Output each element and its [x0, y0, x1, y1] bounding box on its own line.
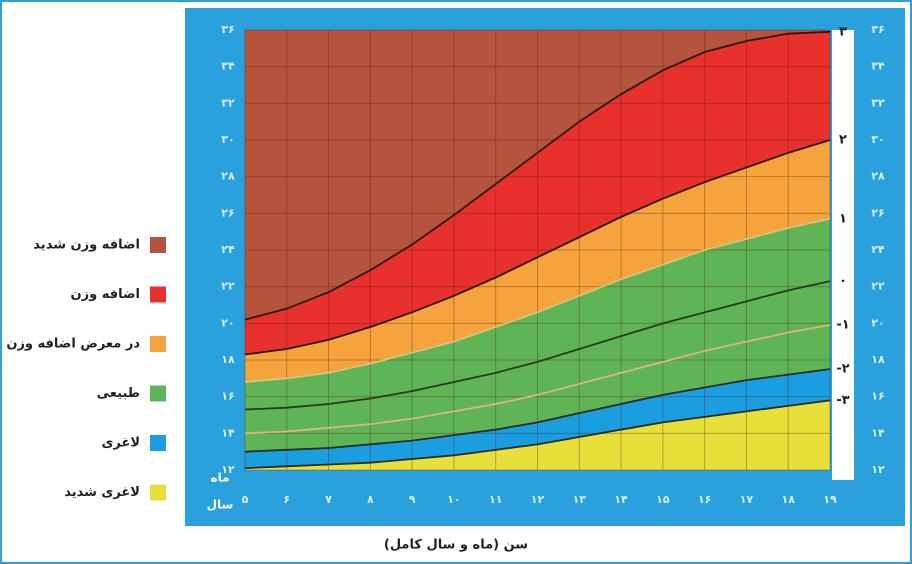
- band-area: [245, 140, 830, 382]
- y-tick-label: ۲۴: [221, 243, 235, 256]
- z-curve: [244, 324, 831, 435]
- y-tick-label: ۱۴: [221, 426, 235, 439]
- legend-label: لاغری شدید: [64, 485, 140, 500]
- y2-tick-label: ۲۰: [871, 316, 884, 329]
- x-unit-label: ماه: [210, 471, 229, 485]
- legend-label: لاغری: [101, 436, 140, 451]
- x-tick-label: ۱۵: [656, 493, 670, 506]
- band-area: [245, 400, 830, 470]
- legend-swatch: [150, 385, 166, 402]
- y2-tick-label: ۳۴: [871, 60, 885, 73]
- legend-label: در معرض اضافه وزن: [6, 337, 140, 352]
- legend-swatch: [150, 435, 166, 451]
- band-area: [245, 31, 830, 355]
- y-tick-label: ۱۶: [221, 390, 234, 403]
- x-tick-label: ۸: [367, 493, 374, 506]
- x-tick-label: ۱۴: [614, 493, 628, 506]
- y2-tick-label: ۱۶: [871, 390, 884, 403]
- y-tick-label: ۳۲: [221, 96, 235, 109]
- x-tick-label: ۱۸: [781, 493, 795, 506]
- y2-tick-label: ۱۲: [871, 463, 885, 476]
- x-tick-label: ۵: [242, 493, 249, 506]
- y2-tick-label: ۳۲: [871, 96, 885, 109]
- y2-tick-label: ۲۲: [871, 280, 885, 293]
- legend-label: اضافه وزن: [71, 287, 140, 302]
- legend-label: طبیعی: [97, 386, 140, 401]
- legend-swatch: [150, 286, 166, 303]
- curve-label: ۳: [839, 24, 847, 39]
- y-tick-label: ۳۰: [221, 133, 234, 146]
- y-tick-label: ۲۰: [221, 316, 234, 329]
- band-area: [245, 218, 830, 410]
- curve-label: ۰: [839, 274, 847, 289]
- band-area: [245, 369, 830, 469]
- curve-label: -۲: [836, 362, 849, 377]
- x-tick-label: ۱۲: [531, 493, 545, 506]
- legend-swatch: [150, 237, 166, 253]
- z-curve: [244, 139, 831, 356]
- y-tick-label: ۱۲: [221, 463, 235, 476]
- z-curve: [244, 368, 831, 453]
- y2-tick-label: ۱۴: [871, 426, 885, 439]
- y2-tick-label: ۳۶: [871, 23, 884, 36]
- z-curve: [244, 217, 831, 383]
- right-strip: [832, 30, 854, 480]
- curve-label: ۱: [839, 211, 847, 226]
- y2-tick-label: ۲۸: [871, 170, 885, 183]
- y-tick-label: ۲۲: [221, 280, 235, 293]
- z-curve: [244, 280, 831, 411]
- z-curve: [244, 399, 831, 470]
- legend-swatch: [150, 484, 166, 501]
- legend-swatch: [150, 336, 166, 352]
- x-tick-label: ۱۶: [698, 493, 711, 506]
- legend-label: اضافه وزن شدید: [33, 238, 140, 253]
- y-tick-label: ۱۸: [221, 353, 235, 366]
- curve-label: -۳: [836, 393, 849, 408]
- x-tick-label: ۱۰: [447, 493, 460, 506]
- y-tick-label: ۲۸: [221, 170, 235, 183]
- x-unit-label: سال: [207, 498, 234, 512]
- y2-tick-label: ۲۴: [871, 243, 885, 256]
- x-tick-label: ۹: [409, 493, 416, 506]
- x-tick-label: ۱۷: [740, 493, 754, 506]
- y2-tick-label: ۲۶: [871, 206, 884, 219]
- y-tick-label: ۳۴: [221, 60, 235, 73]
- y2-tick-label: ۱۸: [871, 353, 885, 366]
- curve-label: -۱: [836, 318, 849, 333]
- curve-label: ۲: [839, 133, 847, 148]
- x-tick-label: ۱۳: [573, 493, 587, 506]
- x-tick-label: ۱۹: [823, 493, 837, 506]
- y-tick-label: ۲۶: [221, 206, 234, 219]
- x-tick-label: ۷: [325, 493, 332, 506]
- y-tick-label: ۳۶: [221, 23, 234, 36]
- x-axis-title: سن (ماه و سال کامل): [384, 538, 528, 553]
- x-tick-label: ۶: [283, 493, 290, 506]
- x-tick-label: ۱۱: [489, 493, 502, 506]
- z-curve: [244, 30, 831, 321]
- y2-tick-label: ۳۰: [871, 133, 884, 146]
